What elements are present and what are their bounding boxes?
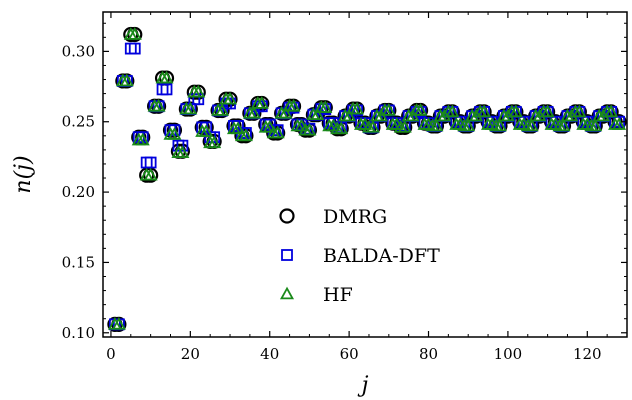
- triangle-point: [350, 101, 365, 115]
- triangle-point: [342, 108, 357, 122]
- triangle-point: [151, 98, 166, 112]
- triangle-point: [175, 145, 190, 158]
- triangle-point: [381, 103, 396, 116]
- triangle-point: [119, 73, 134, 87]
- y-tick-label: 0.10: [62, 324, 95, 342]
- triangle-point: [508, 104, 523, 118]
- triangle-point: [215, 103, 230, 116]
- legend-item: DMRG: [279, 206, 387, 228]
- triangle-point: [191, 84, 206, 98]
- y-tick-labels: 0.10 0.15 0.20 0.25 0.30: [62, 42, 95, 341]
- triangle-point: [135, 132, 150, 146]
- triangle-point: [477, 104, 492, 118]
- legend-marker-square: [281, 249, 293, 261]
- series-balda-dft: [109, 42, 625, 331]
- plot-points: [107, 26, 627, 332]
- x-tick-label: 40: [260, 345, 279, 363]
- triangle-point: [262, 120, 277, 133]
- square-point: [351, 104, 363, 117]
- triangle-point: [183, 101, 198, 115]
- triangle-point: [540, 104, 555, 118]
- square-point: [128, 42, 141, 55]
- triangle-point: [572, 104, 587, 118]
- triangle-point: [246, 105, 261, 119]
- legend-marker-triangle: [279, 286, 295, 300]
- x-tick-label: 120: [573, 345, 602, 363]
- plot-frame: [102, 11, 628, 338]
- triangle-point: [334, 121, 349, 135]
- triangle-point: [111, 316, 126, 330]
- triangle-point: [270, 125, 285, 139]
- y-tick-label: 0.20: [62, 183, 95, 201]
- square-point: [287, 101, 300, 114]
- triangle-point: [612, 117, 627, 130]
- legend-label: HF: [323, 284, 353, 306]
- square-point: [319, 103, 332, 115]
- triangle-point: [278, 105, 293, 119]
- triangle-point: [461, 118, 476, 132]
- triangle-point: [127, 27, 142, 40]
- square-point: [208, 131, 221, 144]
- axis-ticks: [103, 12, 627, 337]
- square-point: [144, 156, 157, 169]
- x-tick-label: 20: [181, 345, 200, 363]
- triangle-point: [413, 103, 428, 116]
- triangle-point: [230, 121, 245, 135]
- y-tick-label: 0.25: [62, 113, 95, 131]
- legend-label: DMRG: [323, 206, 387, 228]
- legend: DMRG BALDA-DFT HF: [279, 206, 440, 306]
- square-point: [414, 105, 427, 118]
- y-axis-label: n(j): [11, 155, 36, 193]
- triangle-point: [167, 127, 182, 140]
- y-tick-label: 0.15: [62, 253, 95, 271]
- square-point: [176, 139, 189, 152]
- square-point: [160, 83, 173, 96]
- square-point: [156, 83, 169, 96]
- triangle-point: [254, 96, 269, 109]
- triangle-point: [492, 118, 507, 132]
- triangle-point: [429, 118, 444, 132]
- triangle-point: [397, 120, 412, 133]
- legend-item: HF: [279, 284, 353, 306]
- triangle-point: [286, 98, 301, 112]
- triangle-point: [365, 120, 380, 133]
- triangle-point: [207, 135, 222, 149]
- triangle-point: [199, 124, 214, 137]
- triangle-point: [445, 104, 460, 118]
- triangle-point: [238, 128, 253, 142]
- x-tick-label: 0: [106, 345, 116, 363]
- triangle-point: [223, 91, 238, 105]
- y-tick-label: 0.30: [62, 42, 95, 60]
- triangle-point: [143, 167, 158, 181]
- triangle-point: [524, 118, 539, 132]
- triangle-point: [302, 122, 317, 136]
- triangle-point: [588, 118, 603, 132]
- square-point: [124, 42, 137, 55]
- legend-label: BALDA-DFT: [323, 245, 440, 267]
- triangle-point: [159, 70, 174, 84]
- x-tick-label: 80: [419, 345, 438, 363]
- legend-marker-circle: [279, 208, 295, 224]
- series-hf: [107, 27, 627, 330]
- x-tick-label: 60: [340, 345, 359, 363]
- x-tick-label: 100: [494, 345, 523, 363]
- x-axis-label: j: [357, 373, 369, 398]
- triangle-point: [604, 104, 619, 118]
- series-dmrg: [107, 26, 627, 332]
- triangle-point: [310, 107, 325, 121]
- square-point: [140, 156, 153, 169]
- x-tick-labels: 0 20 40 60 80 100 120: [106, 345, 601, 363]
- triangle-point: [556, 118, 571, 132]
- legend-item: BALDA-DFT: [281, 245, 440, 267]
- triangle-point: [318, 100, 333, 113]
